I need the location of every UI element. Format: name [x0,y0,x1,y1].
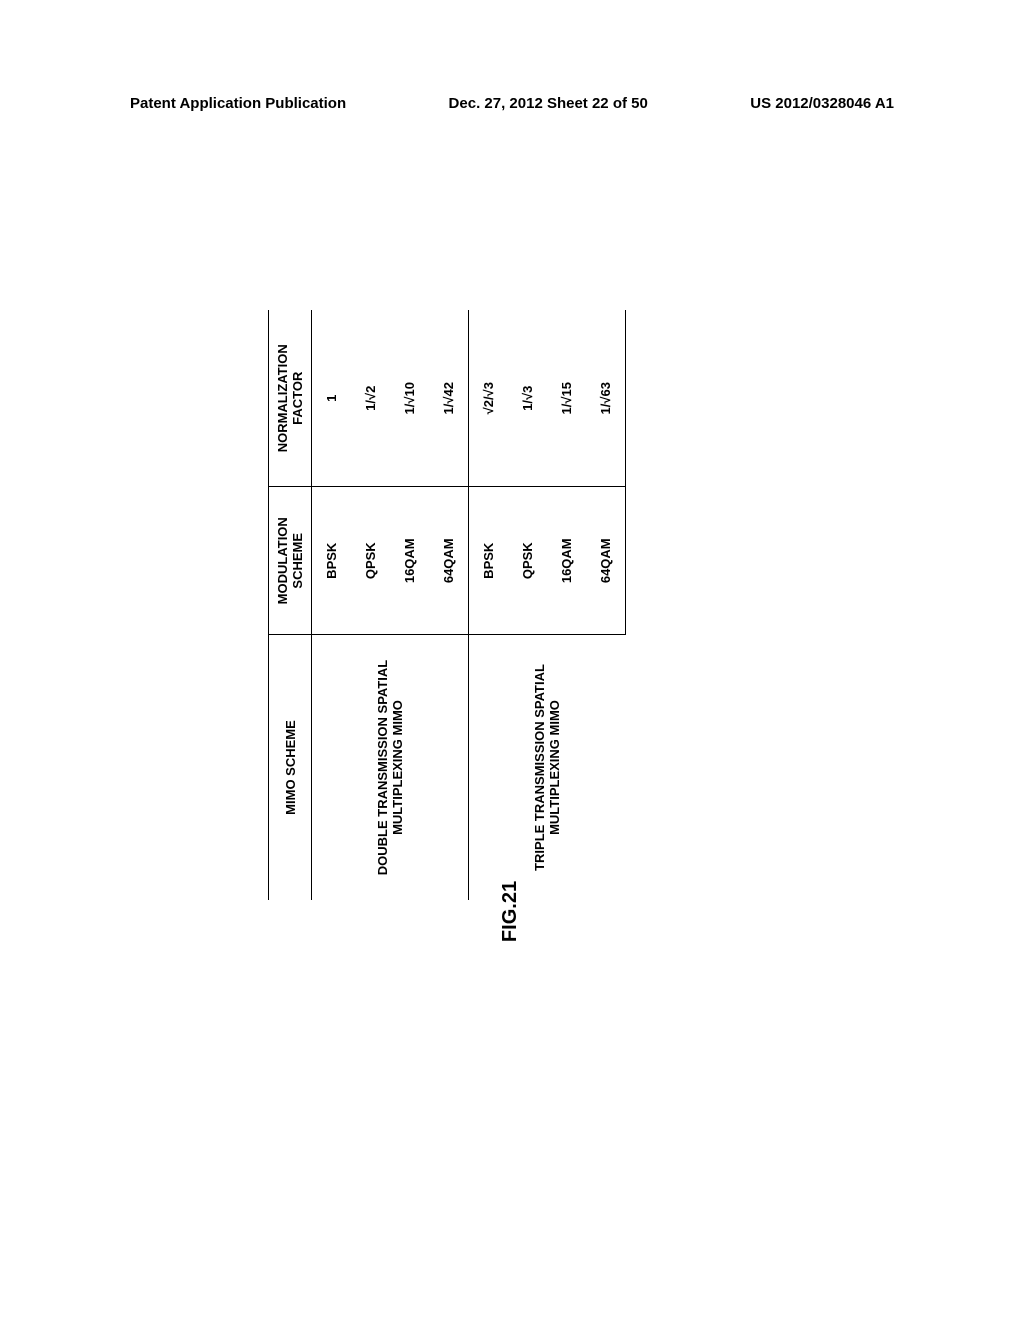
header-right: US 2012/0328046 A1 [750,95,894,112]
cell-normalization: 1/√42 [429,310,469,487]
cell-normalization: 1/√10 [390,310,429,487]
table-row: TRIPLE TRANSMISSION SPATIAL MULTIPLEXING… [469,310,509,900]
cell-normalization: 1/√15 [547,310,586,487]
cell-modulation: QPSK [508,487,547,635]
figure-label: FIG.21 [499,881,522,942]
cell-normalization: 1/√2 [351,310,390,487]
header-center: Dec. 27, 2012 Sheet 22 of 50 [449,95,648,112]
group-label-triple: TRIPLE TRANSMISSION SPATIAL MULTIPLEXING… [469,635,626,901]
mimo-table: MIMO SCHEME MODULATION SCHEME NORMALIZAT… [268,310,626,900]
patent-header: Patent Application Publication Dec. 27, … [0,95,1024,112]
header-modulation: MODULATION SCHEME [269,487,312,635]
table-container: MIMO SCHEME MODULATION SCHEME NORMALIZAT… [268,310,758,900]
cell-modulation: 64QAM [429,487,469,635]
header-left: Patent Application Publication [130,95,346,112]
cell-modulation: 16QAM [547,487,586,635]
cell-normalization: √2/√3 [469,310,509,487]
cell-modulation: QPSK [351,487,390,635]
cell-normalization: 1/√3 [508,310,547,487]
cell-normalization: 1/√63 [586,310,626,487]
cell-modulation: 16QAM [390,487,429,635]
table-row: DOUBLE TRANSMISSION SPATIAL MULTIPLEXING… [312,310,352,900]
header-normalization: NORMALIZATION FACTOR [269,310,312,487]
cell-normalization: 1 [312,310,352,487]
cell-modulation: BPSK [469,487,509,635]
table-header-row: MIMO SCHEME MODULATION SCHEME NORMALIZAT… [269,310,312,900]
cell-modulation: BPSK [312,487,352,635]
group-label-double: DOUBLE TRANSMISSION SPATIAL MULTIPLEXING… [312,635,469,901]
header-mimo: MIMO SCHEME [269,635,312,901]
cell-modulation: 64QAM [586,487,626,635]
